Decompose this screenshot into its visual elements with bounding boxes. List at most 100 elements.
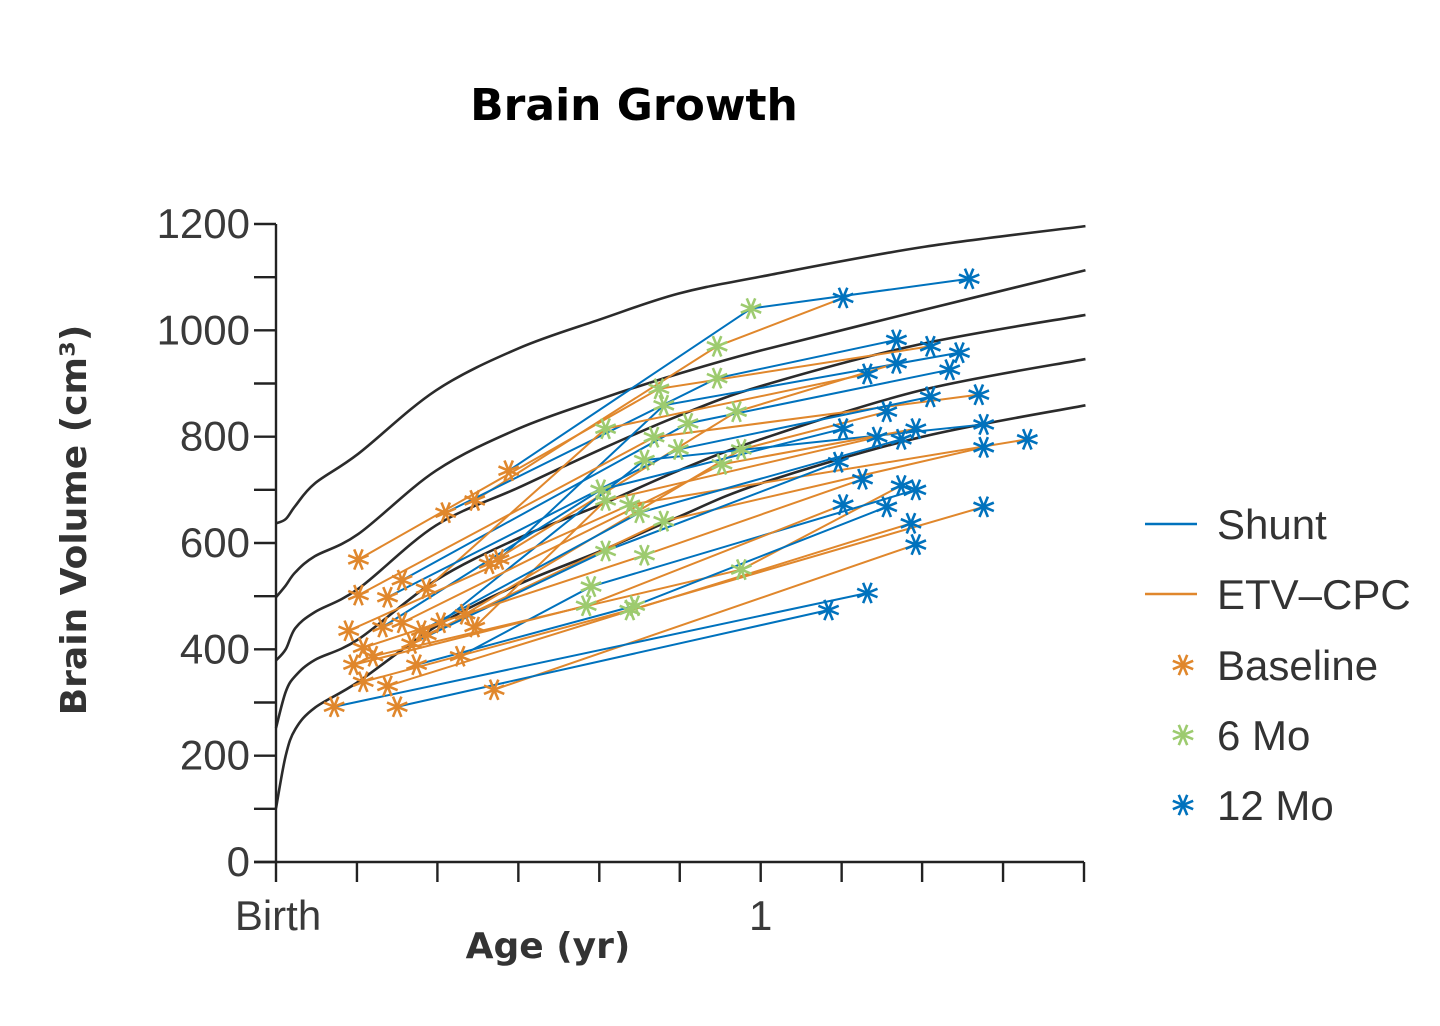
six-month-marker-5 (653, 394, 675, 416)
six-month-marker-7 (677, 412, 699, 435)
twelve-month-marker-12 (973, 413, 995, 436)
y-tick-label: 1000 (157, 306, 250, 353)
twelve-month-marker-4 (919, 335, 942, 357)
six-month-marker-12 (633, 449, 656, 471)
twelve-month-marker-24 (876, 496, 898, 518)
baseline-marker-14 (371, 616, 394, 638)
six-month-marker-18 (653, 510, 675, 532)
trajectory-line-12 (440, 423, 984, 624)
legend-marker-icon (1172, 724, 1194, 746)
six-month-marker-9 (643, 426, 665, 448)
y-tick-label: 400 (180, 625, 250, 672)
reference-curve-2 (274, 268, 1086, 599)
twelve-month-marker-19 (827, 451, 849, 473)
twelve-month-marker-9 (968, 384, 990, 406)
x-tick-label: Birth (235, 892, 321, 939)
twelve-month-marker-6 (885, 352, 908, 374)
six-month-marker-19 (594, 540, 617, 562)
baseline-marker-26 (376, 675, 399, 697)
twelve-month-marker-27 (905, 533, 927, 556)
baseline-marker-21 (362, 645, 384, 667)
legend-label: ETV–CPC (1217, 571, 1411, 618)
six-month-marker-23 (575, 595, 597, 617)
six-month-marker-15 (594, 489, 617, 512)
baseline-marker-3 (434, 502, 457, 524)
y-tick-label: 0 (227, 838, 250, 885)
twelve-month-marker-11 (876, 401, 898, 423)
twelve-month-marker-28 (856, 582, 878, 604)
legend-label: Shunt (1217, 501, 1327, 548)
twelve-month-marker-13 (905, 418, 927, 440)
six-month-marker-4 (648, 378, 670, 400)
twelve-month-marker-10 (919, 386, 942, 408)
baseline-marker-2 (464, 489, 486, 512)
twelve-month-marker-7 (939, 359, 961, 381)
baseline-marker-25 (352, 671, 374, 693)
six-month-marker-20 (633, 544, 656, 566)
trajectory-line-26 (387, 522, 912, 687)
twelve-month-marker-23 (832, 494, 854, 516)
baseline-marker-24 (405, 654, 428, 676)
baseline-marker-27 (483, 679, 505, 701)
y-axis-label: Brain Volume (cm³) (54, 325, 95, 716)
baseline-marker-28 (323, 696, 345, 718)
twelve-month-marker-29 (817, 599, 840, 621)
twelve-month-marker-5 (948, 342, 971, 364)
twelve-month-marker-20 (851, 468, 874, 490)
chart-title: Brain Growth (470, 80, 798, 131)
baseline-marker-22 (449, 645, 471, 667)
six-month-marker-25 (619, 599, 641, 621)
twelve-month-marker-26 (900, 512, 922, 534)
trajectory-line-27 (493, 543, 917, 691)
y-tick-label: 600 (180, 519, 250, 566)
six-month-marker-1 (740, 297, 762, 320)
legend-item-3: Baseline (1172, 642, 1378, 689)
legend-item-1: Shunt (1145, 501, 1327, 548)
legend-label: Baseline (1217, 642, 1378, 689)
twelve-month-marker-1 (958, 268, 980, 290)
reference-curve-5 (274, 404, 1086, 809)
twelve-month-marker-16 (1016, 428, 1038, 450)
legend: Shunt ETV–CPC Baseline 6 Mo 12 Mo (1145, 501, 1411, 829)
x-tick-label: 1 (749, 892, 772, 939)
twelve-month-marker-14 (832, 418, 854, 440)
trajectory-line-29 (396, 609, 829, 708)
legend-item-5: 12 Mo (1172, 782, 1334, 829)
six-month-marker-2 (706, 335, 728, 357)
six-month-marker-3 (706, 367, 728, 389)
twelve-month-marker-17 (890, 428, 912, 450)
legend-label: 6 Mo (1217, 712, 1310, 759)
baseline-marker-7 (391, 569, 413, 591)
trajectory-line-28 (333, 591, 868, 708)
legend-marker-icon (1172, 654, 1194, 676)
reference-curve-1 (275, 224, 1086, 525)
six-month-marker-13 (711, 453, 733, 475)
twelve-month-marker-25 (973, 496, 995, 518)
baseline-marker-10 (376, 586, 399, 608)
baseline-marker-29 (386, 696, 408, 718)
baseline-marker-19 (401, 632, 423, 655)
twelve-month-marker-8 (856, 363, 878, 385)
reference-curve-3 (275, 313, 1086, 662)
baseline-marker-4 (347, 548, 370, 571)
y-tick-label: 200 (180, 732, 250, 779)
twelve-month-marker-15 (866, 426, 888, 448)
y-tick-label: 800 (180, 413, 250, 460)
baseline-marker-12 (430, 612, 452, 634)
baseline-marker-18 (415, 624, 437, 646)
six-month-marker-22 (580, 575, 602, 598)
markers (323, 268, 1038, 718)
legend-label: 12 Mo (1217, 782, 1334, 829)
baseline-marker-16 (338, 620, 360, 642)
y-tick-label: 1200 (157, 200, 250, 247)
six-month-marker-10 (667, 438, 689, 461)
axes: 0 200 400 600 800 1000 1200 Birth 1 (157, 200, 1086, 939)
legend-item-4: 6 Mo (1172, 712, 1310, 759)
twelve-month-marker-2 (832, 287, 854, 309)
baseline-marker-9 (347, 584, 370, 606)
twelve-month-marker-18 (973, 436, 995, 458)
x-axis-label: Age (yr) (466, 926, 631, 967)
six-month-marker-6 (725, 401, 748, 423)
baseline-marker-13 (391, 612, 413, 634)
